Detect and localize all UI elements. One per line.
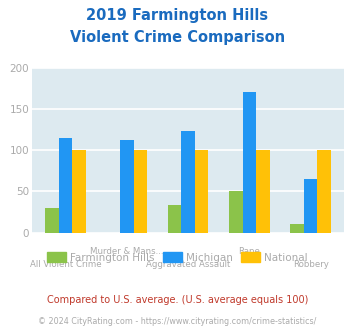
Text: Rape: Rape: [239, 247, 260, 255]
Text: Robbery: Robbery: [293, 260, 329, 269]
Bar: [59, 138, 72, 233]
Bar: [229, 191, 243, 233]
Bar: [304, 179, 317, 233]
Bar: [120, 140, 133, 233]
Text: Murder & Mans...: Murder & Mans...: [90, 247, 164, 255]
Bar: [290, 224, 304, 233]
Text: Aggravated Assault: Aggravated Assault: [146, 260, 230, 269]
Bar: [317, 150, 331, 233]
Bar: [243, 92, 256, 233]
Bar: [168, 205, 181, 233]
Text: © 2024 CityRating.com - https://www.cityrating.com/crime-statistics/: © 2024 CityRating.com - https://www.city…: [38, 317, 317, 326]
Bar: [72, 150, 86, 233]
Bar: [45, 208, 59, 233]
Text: Compared to U.S. average. (U.S. average equals 100): Compared to U.S. average. (U.S. average …: [47, 295, 308, 305]
Bar: [181, 131, 195, 233]
Bar: [133, 150, 147, 233]
Text: 2019 Farmington Hills: 2019 Farmington Hills: [86, 8, 269, 23]
Bar: [195, 150, 208, 233]
Legend: Farmington Hills, Michigan, National: Farmington Hills, Michigan, National: [43, 248, 312, 267]
Bar: [256, 150, 269, 233]
Text: All Violent Crime: All Violent Crime: [30, 260, 102, 269]
Text: Violent Crime Comparison: Violent Crime Comparison: [70, 30, 285, 45]
